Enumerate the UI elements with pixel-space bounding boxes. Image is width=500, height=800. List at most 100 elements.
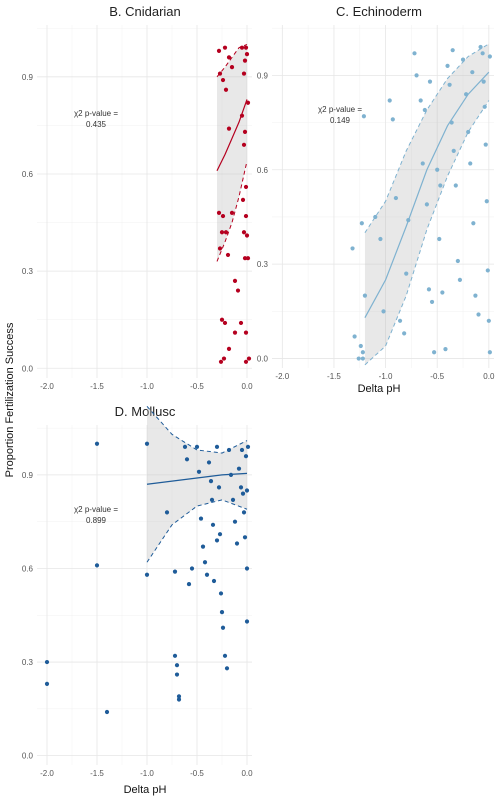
data-point	[435, 167, 440, 172]
data-point	[387, 98, 392, 103]
data-point	[222, 320, 228, 326]
data-point	[447, 82, 452, 87]
confidence-band	[147, 406, 247, 563]
x-tick-label: -2.0	[275, 372, 289, 381]
data-point	[480, 51, 485, 56]
data-point	[443, 347, 448, 352]
data-point	[172, 653, 178, 658]
data-point	[223, 230, 229, 235]
x-tick-label: -1.0	[379, 372, 393, 381]
data-point	[239, 447, 245, 453]
data-point	[221, 356, 227, 361]
data-point	[210, 522, 216, 527]
data-point	[94, 441, 100, 446]
data-point	[241, 230, 247, 235]
data-point	[242, 256, 248, 261]
y-axis-title: Proportion Fertilization Success	[4, 322, 16, 477]
data-point	[482, 104, 487, 109]
data-point	[232, 330, 238, 335]
data-point	[481, 79, 486, 84]
data-point	[189, 566, 195, 571]
data-point	[483, 142, 488, 147]
confidence-band	[217, 44, 247, 262]
data-point	[226, 55, 232, 60]
data-point	[206, 460, 212, 465]
data-point	[214, 444, 220, 449]
data-point	[172, 569, 178, 574]
panel-title: C. Echinoderm	[336, 4, 422, 19]
data-point	[202, 560, 208, 565]
y-tick-label: 0.0	[257, 355, 269, 364]
ci-upper-line	[364, 43, 490, 233]
panel-title: B. Cnidarian	[109, 4, 181, 19]
panel-cnidarian: B. Cnidarian -2.0 -1.5 -1.0 -0.5 0.0 0.0 0.3 0.…	[22, 4, 253, 391]
data-point	[164, 510, 170, 515]
grid	[37, 25, 252, 378]
data-point	[229, 65, 235, 70]
p-value-annotation: χ2 p-value =	[74, 505, 118, 514]
data-point	[244, 619, 250, 624]
data-point	[378, 236, 383, 242]
x-tick-label: 0.0	[483, 372, 495, 381]
data-point	[466, 129, 471, 135]
data-point	[358, 343, 363, 349]
data-point	[235, 288, 241, 293]
data-point	[244, 52, 250, 57]
ci-upper-line	[216, 43, 248, 78]
data-point	[445, 63, 450, 69]
ci-lower-line	[146, 499, 248, 563]
x-axis-title: Delta pH	[124, 784, 167, 796]
data-point	[222, 45, 228, 50]
data-point	[220, 213, 226, 219]
data-point	[420, 161, 425, 166]
data-point	[427, 79, 433, 84]
p-value-annotation: 0.149	[330, 116, 351, 125]
data-point	[144, 441, 150, 446]
panel-title: D. Mollusc	[115, 404, 176, 419]
data-point	[241, 510, 247, 515]
data-point	[176, 694, 182, 699]
y-tick-label: 0.3	[22, 658, 34, 667]
data-point	[352, 334, 357, 339]
data-point	[414, 73, 419, 78]
p-value-annotation: χ2 p-value =	[318, 105, 362, 114]
data-point	[219, 610, 225, 615]
data-point	[224, 666, 230, 671]
x-tick-label: -2.0	[40, 382, 54, 391]
data-point	[236, 466, 242, 471]
data-point	[216, 48, 222, 54]
data-point	[218, 359, 224, 364]
data-point	[361, 114, 366, 119]
x-tick-label: 0.0	[241, 769, 253, 778]
data-point	[478, 44, 483, 50]
grid	[37, 425, 252, 765]
data-point	[245, 444, 251, 449]
data-point	[144, 572, 150, 577]
p-value-annotation: 0.435	[86, 120, 107, 129]
data-point	[487, 54, 492, 59]
data-point	[473, 293, 478, 298]
data-point	[245, 256, 251, 261]
data-point	[226, 126, 232, 131]
data-point	[381, 309, 386, 314]
y-tick-label: 0.9	[22, 73, 34, 82]
y-tick-label: 0.3	[257, 260, 269, 269]
p-value-annotation: χ2 p-value =	[74, 109, 118, 118]
data-point	[243, 330, 249, 335]
data-point	[485, 268, 490, 273]
data-point	[397, 318, 403, 323]
data-point	[244, 566, 250, 571]
data-point	[238, 320, 244, 326]
ci-lower-line	[216, 160, 248, 262]
data-point	[204, 572, 210, 577]
data-point	[44, 659, 50, 665]
data-point	[238, 485, 244, 490]
data-point	[359, 221, 364, 226]
p-value-annotation: 0.899	[86, 516, 107, 525]
data-point	[440, 290, 445, 295]
data-point	[243, 184, 249, 190]
data-point	[211, 578, 217, 584]
data-point	[424, 202, 429, 207]
x-tick-label: -1.5	[90, 382, 104, 391]
y-tick-label: 0.9	[257, 71, 269, 80]
